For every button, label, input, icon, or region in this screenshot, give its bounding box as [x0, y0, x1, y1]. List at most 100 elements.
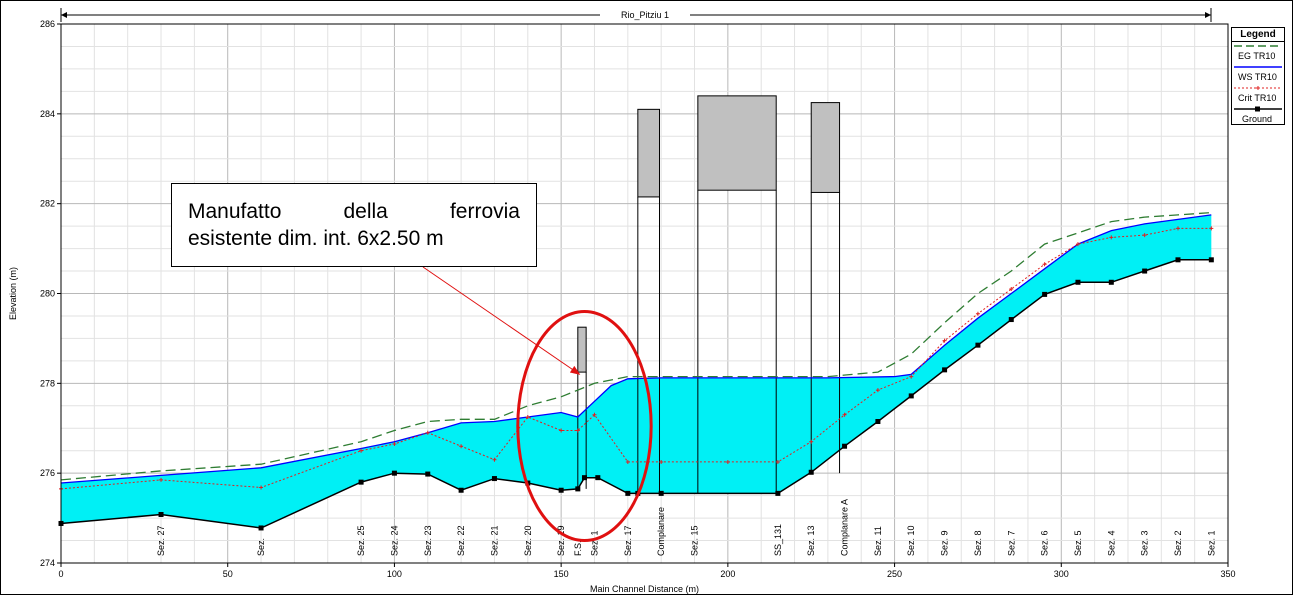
crit-marker	[775, 459, 780, 464]
legend-label-crit: Crit TR10	[1238, 93, 1277, 103]
section-label: Sez. 11	[873, 526, 883, 556]
legend-item-ws: WS TR10	[1232, 63, 1284, 84]
y-tick-label: 284	[40, 109, 55, 119]
y-tick-label: 280	[40, 289, 55, 299]
legend-label-ws: WS TR10	[1238, 72, 1277, 82]
ground-marker	[391, 470, 397, 476]
section-label: Sez. 24	[389, 525, 399, 556]
section-label: Sez. 25	[356, 525, 366, 556]
legend-swatch-eg	[1234, 45, 1282, 47]
annotation-callout: Manufatto della ferrovia esistente dim. …	[171, 183, 537, 267]
crit-marker	[592, 412, 597, 417]
crit-marker	[809, 439, 814, 444]
annotation-marks	[422, 266, 653, 543]
ground-marker	[1075, 279, 1081, 285]
crit-marker	[725, 459, 730, 464]
y-tick-label: 276	[40, 468, 55, 478]
section-label: Sez. 8	[973, 530, 983, 556]
ground-marker	[908, 393, 914, 399]
crit-marker	[1042, 262, 1047, 267]
ground-marker	[775, 490, 781, 496]
legend-swatch-ground	[1234, 106, 1282, 112]
section-label: Sez. 21	[489, 525, 499, 556]
crit-marker	[1075, 242, 1080, 247]
crit-marker	[1175, 226, 1180, 231]
section-label: Sez. 10	[906, 525, 916, 556]
series-lines	[58, 211, 1214, 531]
crit-marker	[875, 388, 880, 393]
x-tick-label: 300	[1054, 569, 1069, 579]
series-line-eg-tr10	[60, 211, 1212, 481]
section-label: F.S.	[573, 540, 583, 556]
x-tick-label: 350	[1220, 569, 1235, 579]
series-line-ground	[60, 259, 1212, 529]
ground-marker	[458, 487, 464, 493]
x-tick-label: 0	[58, 569, 63, 579]
section-labels: Sez. 27 Sez. Sez. 25 Sez. 24 Sez. 23 Sez. 22 S…	[156, 499, 1216, 556]
title-bar: Rio_Pitziu 1	[60, 8, 1212, 22]
legend-item-eg: EG TR10	[1232, 42, 1284, 63]
ground-marker	[1208, 257, 1214, 263]
y-axis-label: Elevation (m)	[8, 267, 18, 320]
y-tick-label: 286	[40, 19, 55, 29]
section-label: Complanare	[656, 507, 666, 556]
ground-marker	[158, 511, 164, 517]
ground-marker	[558, 487, 564, 493]
ground-marker	[658, 490, 664, 496]
legend-title: Legend	[1232, 28, 1284, 42]
crit-marker	[1009, 287, 1014, 292]
x-tick-label: 50	[223, 569, 233, 579]
ground-marker	[491, 476, 497, 482]
structure-deck	[810, 102, 841, 193]
crit-marker	[659, 459, 664, 464]
crit-marker	[1109, 235, 1114, 240]
section-label: Sez. 23	[423, 525, 433, 556]
crit-marker	[559, 428, 564, 433]
ground-marker	[1108, 279, 1114, 285]
crit-marker	[159, 477, 164, 482]
ground-marker	[942, 367, 948, 373]
ground-marker	[1175, 257, 1181, 263]
section-label: Sez. 22	[456, 525, 466, 556]
crit-marker	[259, 485, 264, 490]
crit-marker	[1142, 233, 1147, 238]
section-label: SS_131	[773, 524, 783, 556]
structure-deck	[697, 95, 777, 191]
water-fill	[61, 214, 1212, 528]
legend-swatch-ws	[1234, 66, 1282, 68]
chart-title: Rio_Pitziu 1	[621, 10, 669, 20]
section-label: Sez. 4	[1106, 530, 1116, 556]
section-label: Sez. 19	[556, 525, 566, 556]
structures	[577, 95, 841, 494]
ground-marker	[575, 486, 581, 492]
structure-deck	[637, 108, 661, 198]
crit-marker	[909, 374, 914, 379]
section-label: Sez. 5	[1073, 530, 1083, 556]
x-tick-label: 250	[887, 569, 902, 579]
crit-marker	[525, 415, 530, 420]
annotation-line-2: esistente dim. int. 6x2.50 m	[188, 227, 444, 250]
legend-swatch-crit	[1234, 86, 1282, 90]
legend-item-ground: Ground	[1232, 105, 1284, 126]
ground-marker	[581, 475, 587, 481]
crit-marker	[575, 428, 580, 433]
ground-marker	[1042, 291, 1048, 297]
crit-marker	[842, 412, 847, 417]
title-arrow-left	[61, 12, 67, 18]
title-arrow-right	[1205, 12, 1211, 18]
section-label: Sez. 1	[1206, 530, 1216, 556]
x-tick-label: 150	[554, 569, 569, 579]
section-label: Sez. 6	[1040, 530, 1050, 556]
axes: 0 50 100 150 200 250 300 350 274 276 278 280 282 284 2…	[8, 19, 1236, 594]
annotation-arrow	[422, 266, 581, 375]
crit-marker	[492, 457, 497, 462]
ground-marker	[842, 443, 848, 449]
annotation-line-1: Manufatto della ferrovia	[188, 200, 520, 223]
crit-marker	[425, 430, 430, 435]
section-label: Sez. 9	[940, 530, 950, 556]
ground-marker	[425, 471, 431, 477]
legend-label-eg: EG TR10	[1238, 51, 1276, 61]
x-axis-label: Main Channel Distance (m)	[590, 584, 699, 594]
legend-label-ground: Ground	[1242, 114, 1273, 124]
